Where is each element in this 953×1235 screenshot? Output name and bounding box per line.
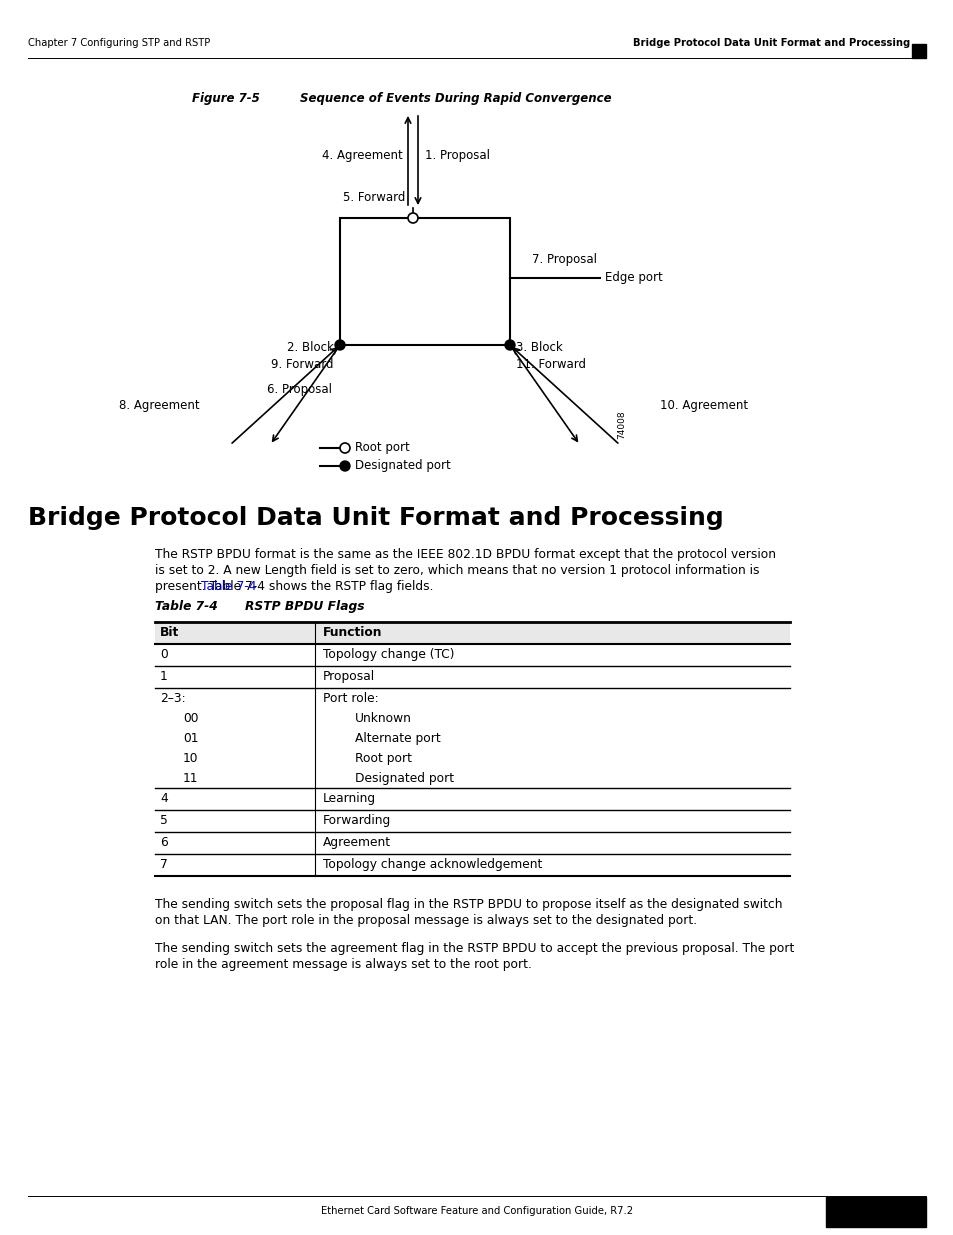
Text: 7: 7 (160, 858, 168, 871)
Text: 7. Proposal: 7. Proposal (532, 253, 597, 267)
Text: Unknown: Unknown (355, 713, 412, 725)
Text: 6: 6 (160, 836, 168, 848)
Text: Ethernet Card Software Feature and Configuration Guide, R7.2: Ethernet Card Software Feature and Confi… (320, 1207, 633, 1216)
Circle shape (339, 461, 350, 471)
Text: Designated port: Designated port (355, 459, 450, 473)
Bar (911, 44, 925, 58)
Circle shape (408, 212, 417, 224)
Circle shape (335, 340, 345, 350)
Text: 6. Proposal: 6. Proposal (267, 384, 333, 396)
Circle shape (339, 443, 350, 453)
Text: Root port: Root port (355, 752, 412, 764)
Bar (825, 1197, 925, 1228)
Text: 11: 11 (183, 772, 198, 785)
Text: present. Table 7-4 shows the RSTP flag fields.: present. Table 7-4 shows the RSTP flag f… (154, 580, 433, 593)
Text: 4. Agreement: 4. Agreement (322, 148, 402, 162)
Text: 5: 5 (160, 814, 168, 827)
Text: 0: 0 (160, 648, 168, 661)
Bar (339, 219, 510, 345)
Text: Learning: Learning (323, 792, 375, 805)
Circle shape (504, 340, 515, 350)
Text: Bit: Bit (160, 626, 179, 638)
Text: Alternate port: Alternate port (355, 732, 440, 745)
Text: role in the agreement message is always set to the root port.: role in the agreement message is always … (154, 958, 532, 971)
Text: 4: 4 (160, 792, 168, 805)
Text: Topology change acknowledgement: Topology change acknowledgement (323, 858, 542, 871)
Bar (154, 622, 789, 643)
Text: 3. Block
11. Forward: 3. Block 11. Forward (516, 341, 585, 370)
Text: Table 7-4: Table 7-4 (154, 600, 217, 613)
Text: The RSTP BPDU format is the same as the IEEE 802.1D BPDU format except that the : The RSTP BPDU format is the same as the … (154, 548, 775, 561)
Text: 5. Forward: 5. Forward (342, 191, 405, 204)
Text: 74008: 74008 (617, 410, 626, 438)
Text: 1. Proposal: 1. Proposal (424, 148, 490, 162)
Text: Edge port: Edge port (604, 272, 662, 284)
Text: Function: Function (323, 626, 382, 638)
Text: Port role:: Port role: (323, 692, 378, 705)
Text: 10: 10 (183, 752, 198, 764)
Text: on that LAN. The port role in the proposal message is always set to the designat: on that LAN. The port role in the propos… (154, 914, 697, 927)
Text: Designated port: Designated port (355, 772, 454, 785)
Text: 8. Agreement: 8. Agreement (119, 399, 200, 411)
Text: 7-13: 7-13 (858, 1233, 892, 1235)
Text: 1: 1 (160, 671, 168, 683)
Text: Root port: Root port (355, 441, 410, 454)
Text: 2. Block
9. Forward: 2. Block 9. Forward (272, 341, 334, 370)
Text: Proposal: Proposal (323, 671, 375, 683)
Text: Bridge Protocol Data Unit Format and Processing: Bridge Protocol Data Unit Format and Pro… (28, 506, 723, 530)
Text: Topology change (TC): Topology change (TC) (323, 648, 454, 661)
Text: 2–3:: 2–3: (160, 692, 186, 705)
Text: Forwarding: Forwarding (323, 814, 391, 827)
Text: Agreement: Agreement (323, 836, 391, 848)
Text: 00: 00 (183, 713, 198, 725)
Text: Bridge Protocol Data Unit Format and Processing: Bridge Protocol Data Unit Format and Pro… (632, 38, 909, 48)
Text: Sequence of Events During Rapid Convergence: Sequence of Events During Rapid Converge… (299, 91, 611, 105)
Text: RSTP BPDU Flags: RSTP BPDU Flags (245, 600, 364, 613)
Text: The sending switch sets the agreement flag in the RSTP BPDU to accept the previo: The sending switch sets the agreement fl… (154, 942, 794, 955)
Text: 10. Agreement: 10. Agreement (659, 399, 747, 411)
Text: is set to 2. A new Length field is set to zero, which means that no version 1 pr: is set to 2. A new Length field is set t… (154, 564, 759, 577)
Text: 01: 01 (183, 732, 198, 745)
Text: The sending switch sets the proposal flag in the RSTP BPDU to propose itself as : The sending switch sets the proposal fla… (154, 898, 781, 911)
Text: Figure 7-5: Figure 7-5 (192, 91, 259, 105)
Text: Chapter 7 Configuring STP and RSTP: Chapter 7 Configuring STP and RSTP (28, 38, 210, 48)
Text: Table 7-4: Table 7-4 (201, 580, 256, 593)
